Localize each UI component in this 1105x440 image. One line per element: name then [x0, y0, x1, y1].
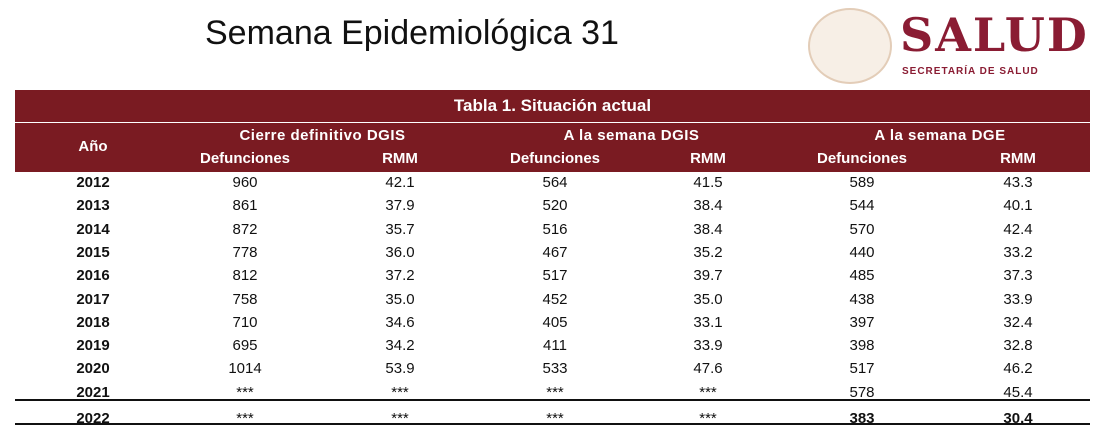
value-cell: 42.4 [1003, 220, 1033, 238]
value-cell: 861 [232, 197, 258, 215]
group-header: A la semana DGE [874, 127, 1006, 144]
value-cell: 467 [542, 243, 568, 261]
year-header: Año [78, 138, 108, 155]
value-cell: 35.0 [693, 290, 723, 308]
value-cell: 570 [849, 220, 875, 238]
value-cell: 43.3 [1003, 174, 1033, 191]
value-cell: *** [391, 383, 409, 401]
value-cell: 34.6 [385, 313, 415, 331]
logo-text: SALUD [900, 8, 1089, 62]
value-cell: *** [699, 410, 717, 427]
year-cell: 2012 [76, 174, 110, 191]
value-cell: 452 [542, 290, 568, 308]
value-cell: *** [546, 410, 564, 427]
emblem [808, 8, 892, 84]
table-title: Tabla 1. Situación actual [453, 96, 652, 115]
value-cell: 35.0 [385, 290, 415, 308]
value-cell: 778 [232, 243, 258, 261]
sub-header: RMM [690, 150, 726, 167]
row-rule [15, 423, 1090, 425]
value-cell: 40.1 [1003, 197, 1033, 215]
value-cell: 35.7 [385, 220, 415, 238]
value-cell: 695 [232, 337, 258, 355]
value-cell: 758 [232, 290, 258, 308]
value-cell: 37.3 [1003, 267, 1033, 285]
value-cell: 42.1 [385, 174, 415, 191]
logo-subtitle: SECRETARÍA DE SALUD [902, 66, 1039, 77]
value-cell: 589 [849, 174, 875, 191]
value-cell: 41.5 [693, 174, 723, 191]
value-cell: 516 [542, 220, 568, 238]
value-cell: 398 [849, 337, 875, 355]
value-cell: 33.9 [1003, 290, 1033, 308]
value-cell: 38.4 [693, 220, 723, 238]
value-cell: *** [546, 383, 564, 401]
value-cell: 872 [232, 220, 258, 238]
table-header: Tabla 1. Situación actual Año Cierre defi… [15, 90, 1090, 172]
value-cell: 33.9 [693, 337, 723, 355]
sub-header: Defunciones [199, 150, 290, 167]
page-title: Semana Epidemiológica 31 [205, 14, 619, 52]
value-cell: 438 [849, 290, 875, 308]
value-cell: 578 [849, 383, 875, 401]
value-cell: 485 [849, 267, 875, 285]
year-cell: 2021 [76, 383, 110, 401]
value-cell: *** [699, 383, 717, 401]
value-cell: 32.8 [1003, 337, 1033, 355]
year-cell: 2013 [76, 197, 110, 215]
group-header: Cierre definitivo DGIS [239, 127, 406, 144]
sub-header: Defunciones [816, 150, 907, 167]
year-cell: 2015 [76, 243, 110, 261]
sub-header: Defunciones [509, 150, 600, 167]
value-cell: 960 [232, 174, 258, 191]
value-cell: 1014 [228, 360, 262, 378]
value-cell: *** [236, 410, 254, 427]
divider [15, 122, 1090, 123]
sub-header: RMM [1000, 150, 1036, 167]
value-cell: 47.6 [693, 360, 723, 378]
value-cell: 520 [542, 197, 568, 215]
value-cell: 39.7 [693, 267, 723, 285]
value-cell: 405 [542, 313, 568, 331]
value-cell: 53.9 [385, 360, 415, 378]
value-cell: 46.2 [1003, 360, 1033, 378]
group-header: A la semana DGIS [563, 127, 700, 144]
value-cell: 517 [849, 360, 875, 378]
value-cell: 37.2 [385, 267, 415, 285]
value-cell: 383 [849, 410, 875, 427]
value-cell: *** [391, 410, 409, 427]
value-cell: 397 [849, 313, 875, 331]
year-cell: 2017 [76, 290, 110, 308]
value-cell: 34.2 [385, 337, 415, 355]
row-rule [15, 399, 1090, 401]
value-cell: 533 [542, 360, 568, 378]
value-cell: 564 [542, 174, 568, 191]
value-cell: *** [236, 383, 254, 401]
value-cell: 33.1 [693, 313, 723, 331]
value-cell: 544 [849, 197, 875, 215]
value-cell: 36.0 [385, 243, 415, 261]
value-cell: 411 [543, 337, 567, 355]
year-cell: 2016 [76, 267, 110, 285]
value-cell: 33.2 [1003, 243, 1033, 261]
value-cell: 45.4 [1003, 383, 1033, 401]
year-cell: 2014 [76, 220, 110, 238]
value-cell: 710 [232, 313, 258, 331]
value-cell: 38.4 [693, 197, 723, 215]
value-cell: 30.4 [1003, 410, 1033, 427]
value-cell: 440 [849, 243, 875, 261]
year-cell: 2020 [76, 360, 110, 378]
value-cell: 517 [542, 267, 568, 285]
sub-header: RMM [382, 150, 418, 167]
year-cell: 2018 [76, 313, 110, 331]
value-cell: 812 [232, 267, 258, 285]
value-cell: 37.9 [385, 197, 415, 215]
value-cell: 35.2 [693, 243, 723, 261]
value-cell: 32.4 [1003, 313, 1033, 331]
year-cell: 2022 [76, 410, 110, 427]
year-cell: 2019 [76, 337, 110, 355]
